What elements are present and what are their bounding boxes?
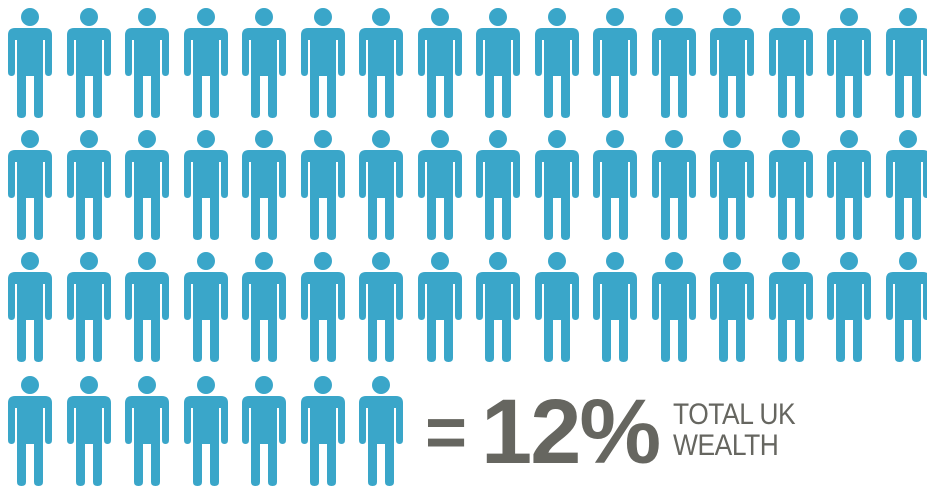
person-icon: [534, 8, 580, 118]
person-icon: [768, 252, 814, 362]
person-icon: [66, 8, 112, 118]
person-icon: [885, 252, 927, 362]
person-icon: [826, 130, 872, 240]
person-icon: [826, 8, 872, 118]
person-icon: [358, 252, 404, 362]
person-icon: [475, 8, 521, 118]
person-icon: [885, 130, 927, 240]
person-icon: [300, 130, 346, 240]
person-icon: [300, 376, 346, 486]
person-icon: [651, 130, 697, 240]
person-icon: [768, 130, 814, 240]
person-icon: [651, 252, 697, 362]
percentage-value: 12%: [481, 381, 661, 483]
person-icon: [475, 252, 521, 362]
person-icon: [709, 130, 755, 240]
person-icon: [300, 8, 346, 118]
person-icon: [66, 376, 112, 486]
person-icon: [709, 8, 755, 118]
person-icon: [417, 252, 463, 362]
person-icon: [592, 8, 638, 118]
caption: TOTAL UK WEALTH: [673, 398, 796, 462]
person-icon: [885, 8, 927, 118]
person-icon: [183, 130, 229, 240]
equals-sign: =: [425, 393, 468, 473]
person-icon: [475, 130, 521, 240]
person-icon: [826, 252, 872, 362]
person-icon: [300, 252, 346, 362]
person-icon: [651, 8, 697, 118]
person-icon: [241, 130, 287, 240]
person-icon: [66, 130, 112, 240]
person-icon: [124, 376, 170, 486]
person-icon: [534, 130, 580, 240]
person-icon: [768, 8, 814, 118]
person-icon: [417, 130, 463, 240]
wealth-statistic: = 12% TOTAL UK WEALTH: [425, 386, 812, 478]
person-icon: [417, 8, 463, 118]
person-icon: [183, 8, 229, 118]
person-icon: [592, 252, 638, 362]
person-icon: [534, 252, 580, 362]
person-icon: [241, 376, 287, 486]
caption-line-2: WEALTH: [673, 429, 779, 462]
person-icon: [7, 130, 53, 240]
person-icon: [709, 252, 755, 362]
person-icon: [66, 252, 112, 362]
caption-line-1: TOTAL UK: [673, 398, 796, 431]
person-icon: [592, 130, 638, 240]
person-icon: [241, 252, 287, 362]
person-icon: [358, 8, 404, 118]
person-icon: [7, 8, 53, 118]
person-icon: [124, 130, 170, 240]
person-icon: [358, 376, 404, 486]
person-icon: [7, 252, 53, 362]
person-icon: [241, 8, 287, 118]
person-icon: [124, 252, 170, 362]
person-icon: [7, 376, 53, 486]
person-icon: [358, 130, 404, 240]
person-icon: [183, 252, 229, 362]
person-icon: [183, 376, 229, 486]
person-icon: [124, 8, 170, 118]
